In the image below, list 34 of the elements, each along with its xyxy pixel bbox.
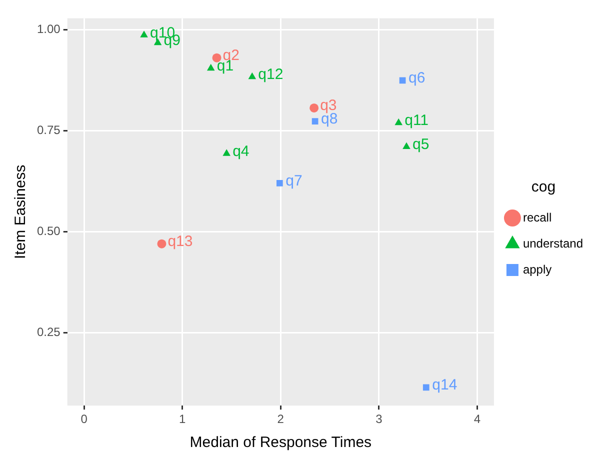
annotation: q12	[258, 66, 284, 83]
legend-title: cog	[531, 178, 556, 196]
point	[394, 118, 403, 126]
point	[157, 239, 166, 248]
point	[276, 180, 283, 186]
legend-label: understand	[522, 236, 583, 250]
x-tick-label: 1	[179, 412, 186, 426]
y-tick-label: 1.00	[36, 22, 61, 36]
x-tick-label: 2	[277, 412, 284, 426]
point	[310, 103, 319, 112]
legend-label: recall	[522, 210, 552, 224]
x-tick-label: 0	[80, 412, 88, 426]
x-tick-label: 4	[474, 412, 481, 426]
y-tick-label: 0.50	[36, 224, 61, 238]
legend-label: apply	[522, 262, 552, 276]
point	[312, 118, 318, 124]
annotation: q4	[232, 142, 250, 160]
point	[402, 142, 410, 150]
x-axis-title: Median of Response Times	[190, 434, 372, 452]
annotation: q14	[432, 376, 458, 394]
annotation: q7	[286, 172, 302, 190]
annotation: q11	[404, 112, 429, 130]
y-tick-label: 0.25	[36, 325, 61, 340]
point	[422, 384, 430, 391]
y-axis-title: Item Easiness	[12, 164, 30, 260]
point	[206, 64, 215, 71]
point	[248, 72, 256, 80]
annotation: q5	[412, 136, 430, 153]
point	[222, 149, 230, 156]
y-tick-label: 0.75	[36, 122, 61, 137]
annotation: q13	[168, 232, 193, 250]
annotation: q6	[408, 70, 426, 87]
point	[140, 30, 148, 38]
x-tick-label: 3	[376, 412, 383, 426]
